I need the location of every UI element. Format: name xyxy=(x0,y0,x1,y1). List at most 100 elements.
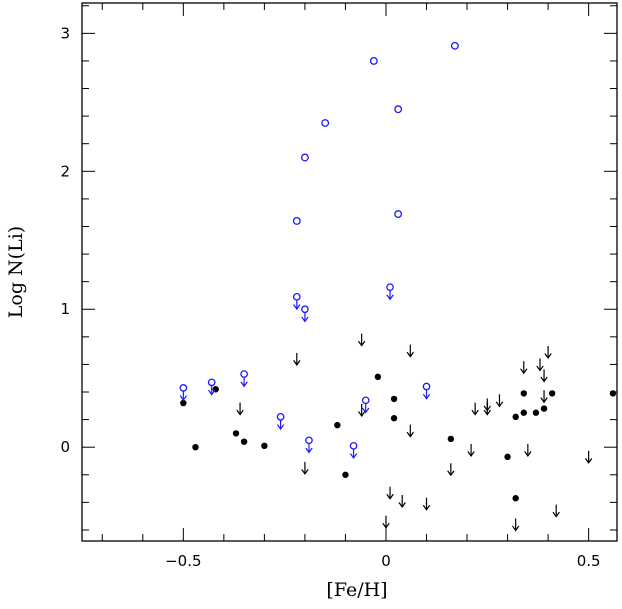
data-point-filled xyxy=(240,438,248,445)
data-point-upper-limit xyxy=(471,402,479,416)
data-point-open-upper-limit xyxy=(349,441,358,460)
data-point-filled xyxy=(390,415,398,422)
data-point-upper-limit xyxy=(544,346,552,360)
data-point-open xyxy=(394,105,403,114)
arrow-head xyxy=(301,316,309,323)
arrow-head xyxy=(357,340,366,347)
data-point-upper-limit xyxy=(301,461,309,475)
arrow-head xyxy=(398,502,406,509)
arrow-head xyxy=(382,522,390,529)
arrow-head xyxy=(422,393,431,400)
data-point-upper-limit xyxy=(483,402,491,416)
data-point-filled xyxy=(232,430,240,437)
data-point-filled xyxy=(532,409,540,416)
data-point-upper-limit xyxy=(398,494,406,509)
open-circle-marker xyxy=(292,292,301,301)
arrow-head xyxy=(349,453,358,460)
arrow-head xyxy=(236,409,244,416)
arrow-head xyxy=(406,351,414,358)
data-point-open-upper-limit xyxy=(305,436,313,454)
data-point-filled xyxy=(374,373,382,381)
data-point-upper-limit xyxy=(520,361,528,375)
arrow-head xyxy=(422,504,431,511)
data-point-filled xyxy=(192,443,199,451)
open-circle-marker xyxy=(349,441,358,450)
open-circle-marker xyxy=(361,396,370,405)
y-axis-title: Log N(Li) xyxy=(5,226,27,318)
data-point-open-upper-limit xyxy=(276,412,285,431)
data-marks xyxy=(179,41,617,532)
arrow-head xyxy=(301,469,309,475)
data-point-upper-limit xyxy=(357,333,366,347)
open-circle-marker xyxy=(276,412,285,421)
arrow-head xyxy=(552,511,560,518)
data-point-open xyxy=(300,153,309,162)
data-point-open-upper-limit xyxy=(292,292,301,311)
open-circle-marker xyxy=(422,382,431,391)
x-tick-label: 0 xyxy=(381,552,391,570)
data-point-open-upper-limit xyxy=(386,283,394,301)
data-point-filled xyxy=(180,399,187,407)
data-point-filled xyxy=(334,421,341,429)
data-point-upper-limit xyxy=(406,424,414,438)
data-point-filled xyxy=(504,453,511,461)
data-point-upper-limit xyxy=(536,358,544,372)
x-tick-label: −0.5 xyxy=(165,552,201,570)
data-point-open-upper-limit xyxy=(301,305,309,323)
arrow-head xyxy=(520,368,528,375)
data-point-filled xyxy=(512,413,519,421)
arrow-head xyxy=(536,365,544,372)
data-point-upper-limit xyxy=(406,344,414,358)
arrow-head xyxy=(406,431,414,438)
y-tick-label: 0 xyxy=(60,438,70,456)
arrow-head xyxy=(386,294,394,301)
data-point-upper-limit xyxy=(584,450,593,464)
arrow-head xyxy=(293,304,301,311)
data-point-upper-limit xyxy=(467,443,475,457)
open-circle-marker xyxy=(207,378,216,387)
open-circle-marker xyxy=(240,370,248,378)
y-tick-label: 2 xyxy=(60,162,70,180)
arrow-head xyxy=(540,397,548,404)
arrow-head xyxy=(467,451,475,457)
arrow-head xyxy=(305,447,313,454)
arrow-head xyxy=(495,401,504,408)
arrow-head xyxy=(276,424,285,431)
data-point-upper-limit xyxy=(511,518,520,532)
data-point-upper-limit xyxy=(552,504,560,518)
arrow-head xyxy=(357,411,366,417)
data-point-open-upper-limit xyxy=(422,382,431,400)
arrow-head xyxy=(544,353,552,360)
data-point-open-upper-limit xyxy=(179,384,188,402)
arrow-head xyxy=(447,470,455,477)
plot-border xyxy=(81,2,618,542)
arrow-head xyxy=(511,525,520,532)
data-point-upper-limit xyxy=(422,497,431,511)
data-point-open xyxy=(450,41,459,50)
data-point-filled xyxy=(609,390,617,397)
arrow-head xyxy=(362,407,370,414)
x-tick-label: 0.5 xyxy=(577,552,601,570)
arrow-head xyxy=(293,360,301,366)
open-circle-marker xyxy=(301,305,309,314)
arrow-head xyxy=(524,451,532,457)
data-point-upper-limit xyxy=(495,394,504,408)
data-point-upper-limit xyxy=(386,486,394,500)
data-point-filled xyxy=(520,409,527,416)
arrow-head xyxy=(386,493,394,500)
data-point-open xyxy=(394,210,403,219)
arrow-head xyxy=(471,409,479,416)
data-point-upper-limit xyxy=(540,390,548,404)
data-point-open-upper-limit xyxy=(240,370,248,388)
y-tick-label: 3 xyxy=(60,24,70,42)
data-point-filled xyxy=(390,395,398,403)
data-point-upper-limit xyxy=(236,402,244,416)
data-point-upper-limit xyxy=(447,463,455,477)
data-point-open xyxy=(321,119,330,127)
data-point-open-upper-limit xyxy=(361,396,370,414)
y-tick-label: 1 xyxy=(60,300,70,318)
data-point-open xyxy=(369,56,378,65)
arrow-head xyxy=(179,395,188,402)
data-point-filled xyxy=(261,442,268,450)
